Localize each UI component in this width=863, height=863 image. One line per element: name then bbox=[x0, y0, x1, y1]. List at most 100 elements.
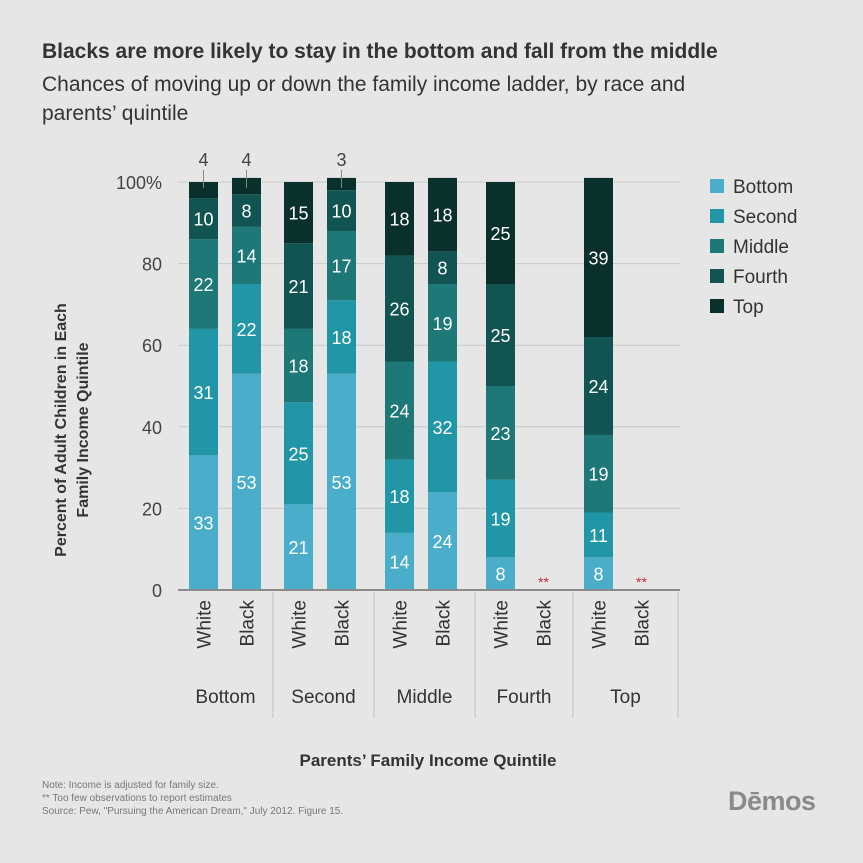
data-label: 14 bbox=[389, 552, 409, 572]
bar-segment-fourth bbox=[486, 284, 515, 386]
legend-label-middle: Middle bbox=[733, 237, 789, 258]
note-observations: ** Too few observations to report estima… bbox=[42, 793, 232, 804]
bar-segment-fourth bbox=[284, 243, 313, 329]
bar-segment-second bbox=[486, 479, 515, 558]
group-label: Top bbox=[610, 687, 641, 708]
bar-segment-second bbox=[327, 300, 356, 374]
bar-segment-middle bbox=[486, 386, 515, 480]
y-axis-title: Percent of Adult Children in Each bbox=[53, 303, 70, 557]
bar-category-label: Black bbox=[535, 600, 556, 647]
data-label: 24 bbox=[432, 532, 452, 552]
bar-segment-fourth bbox=[189, 198, 218, 240]
legend-swatch-bottom bbox=[710, 179, 724, 193]
bar-category-label: Black bbox=[238, 600, 259, 647]
data-label: 3 bbox=[336, 150, 346, 170]
bar-segment-top bbox=[385, 182, 414, 256]
data-label: 15 bbox=[288, 204, 308, 224]
data-label: 33 bbox=[193, 514, 213, 534]
bar-segment-second bbox=[232, 284, 261, 374]
bar-segment-fourth bbox=[584, 337, 613, 435]
missing-data-marker: ** bbox=[538, 574, 549, 590]
demos-logo: Dēmos bbox=[728, 786, 816, 816]
bar-category-label: White bbox=[195, 600, 216, 649]
bar-segment-middle bbox=[232, 226, 261, 284]
chart-subtitle: Chances of moving up or down the family … bbox=[42, 73, 686, 125]
data-label: 22 bbox=[236, 320, 256, 340]
data-label: 25 bbox=[490, 326, 510, 346]
bar-segment-top bbox=[584, 177, 613, 338]
bar-category-label: White bbox=[590, 600, 611, 649]
data-label: 8 bbox=[593, 565, 603, 585]
bar-segment-second bbox=[385, 459, 414, 533]
chart-notes: Note: Income is adjusted for family size… bbox=[42, 779, 343, 818]
group-label: Second bbox=[291, 687, 355, 708]
data-label: 25 bbox=[288, 444, 308, 464]
legend-label-top: Top bbox=[733, 297, 764, 318]
data-label: 19 bbox=[432, 314, 452, 334]
bar-segment-middle bbox=[327, 230, 356, 301]
data-label: 4 bbox=[198, 150, 208, 170]
bar-category-label: White bbox=[492, 600, 513, 649]
bar-category-label: Black bbox=[333, 600, 354, 647]
bar-segment-bottom bbox=[284, 504, 313, 590]
data-label: 19 bbox=[588, 465, 608, 485]
bar-segment-bottom bbox=[428, 492, 457, 590]
data-label: 11 bbox=[589, 526, 608, 546]
y-tick-label: 100% bbox=[116, 173, 162, 193]
legend-label-bottom: Bottom bbox=[733, 177, 793, 198]
bar-segment-second bbox=[428, 361, 457, 493]
bar-segment-fourth bbox=[385, 255, 414, 362]
bar-segment-second bbox=[284, 402, 313, 505]
data-label: 14 bbox=[236, 246, 256, 266]
x-axis-title: Parents’ Family Income Quintile bbox=[300, 751, 557, 770]
data-label: 21 bbox=[288, 277, 308, 297]
bar-segment-bottom bbox=[486, 557, 515, 590]
data-label: 26 bbox=[389, 299, 409, 319]
bar-segment-bottom bbox=[232, 373, 261, 590]
data-label: 18 bbox=[331, 328, 351, 348]
bar-segment-top bbox=[189, 182, 218, 199]
bar-segment-middle bbox=[284, 328, 313, 403]
bar-segment-second bbox=[584, 512, 613, 558]
bar-segment-fourth bbox=[327, 190, 356, 231]
y-tick-label: 80 bbox=[142, 255, 162, 275]
group-label: Bottom bbox=[195, 687, 255, 708]
bar-segment-middle bbox=[189, 239, 218, 329]
data-label: 53 bbox=[236, 473, 256, 493]
note-income: Note: Income is adjusted for family size… bbox=[42, 780, 219, 791]
bar-segment-second bbox=[189, 328, 218, 456]
legend-label-second: Second bbox=[733, 207, 797, 228]
legend-swatch-middle bbox=[710, 239, 724, 253]
bar-segment-fourth bbox=[232, 194, 261, 227]
y-tick-label: 20 bbox=[142, 499, 162, 519]
data-label: 32 bbox=[432, 418, 452, 438]
data-label: 39 bbox=[588, 248, 608, 268]
data-label: 25 bbox=[490, 224, 510, 244]
data-label: 23 bbox=[490, 424, 510, 444]
data-label: 19 bbox=[490, 510, 510, 530]
bar-segment-top bbox=[284, 182, 313, 244]
data-label: 18 bbox=[389, 487, 409, 507]
data-label: 18 bbox=[288, 357, 308, 377]
data-label: 4 bbox=[241, 150, 251, 170]
note-source: Source: Pew, "Pursuing the American Drea… bbox=[42, 806, 344, 817]
bar-category-label: Black bbox=[633, 600, 654, 647]
data-label: 10 bbox=[331, 202, 351, 222]
data-label: 17 bbox=[331, 257, 351, 277]
bar-segment-middle bbox=[584, 434, 613, 513]
y-tick-label: 40 bbox=[142, 418, 162, 438]
data-label: 8 bbox=[495, 565, 505, 585]
legend-swatch-top bbox=[710, 299, 724, 313]
data-label: 10 bbox=[193, 210, 213, 230]
data-label: 24 bbox=[588, 377, 608, 397]
data-label: 18 bbox=[432, 206, 452, 226]
data-label: 53 bbox=[331, 473, 351, 493]
bar-segment-bottom bbox=[385, 532, 414, 590]
legend-swatch-second bbox=[710, 209, 724, 223]
y-tick-label: 60 bbox=[142, 336, 162, 356]
bar-segment-bottom bbox=[189, 455, 218, 590]
bar-segment-middle bbox=[428, 284, 457, 362]
y-axis-title: Family Income Quintile bbox=[75, 342, 92, 517]
bar-segment-bottom bbox=[327, 373, 356, 590]
data-label: 8 bbox=[437, 259, 447, 279]
